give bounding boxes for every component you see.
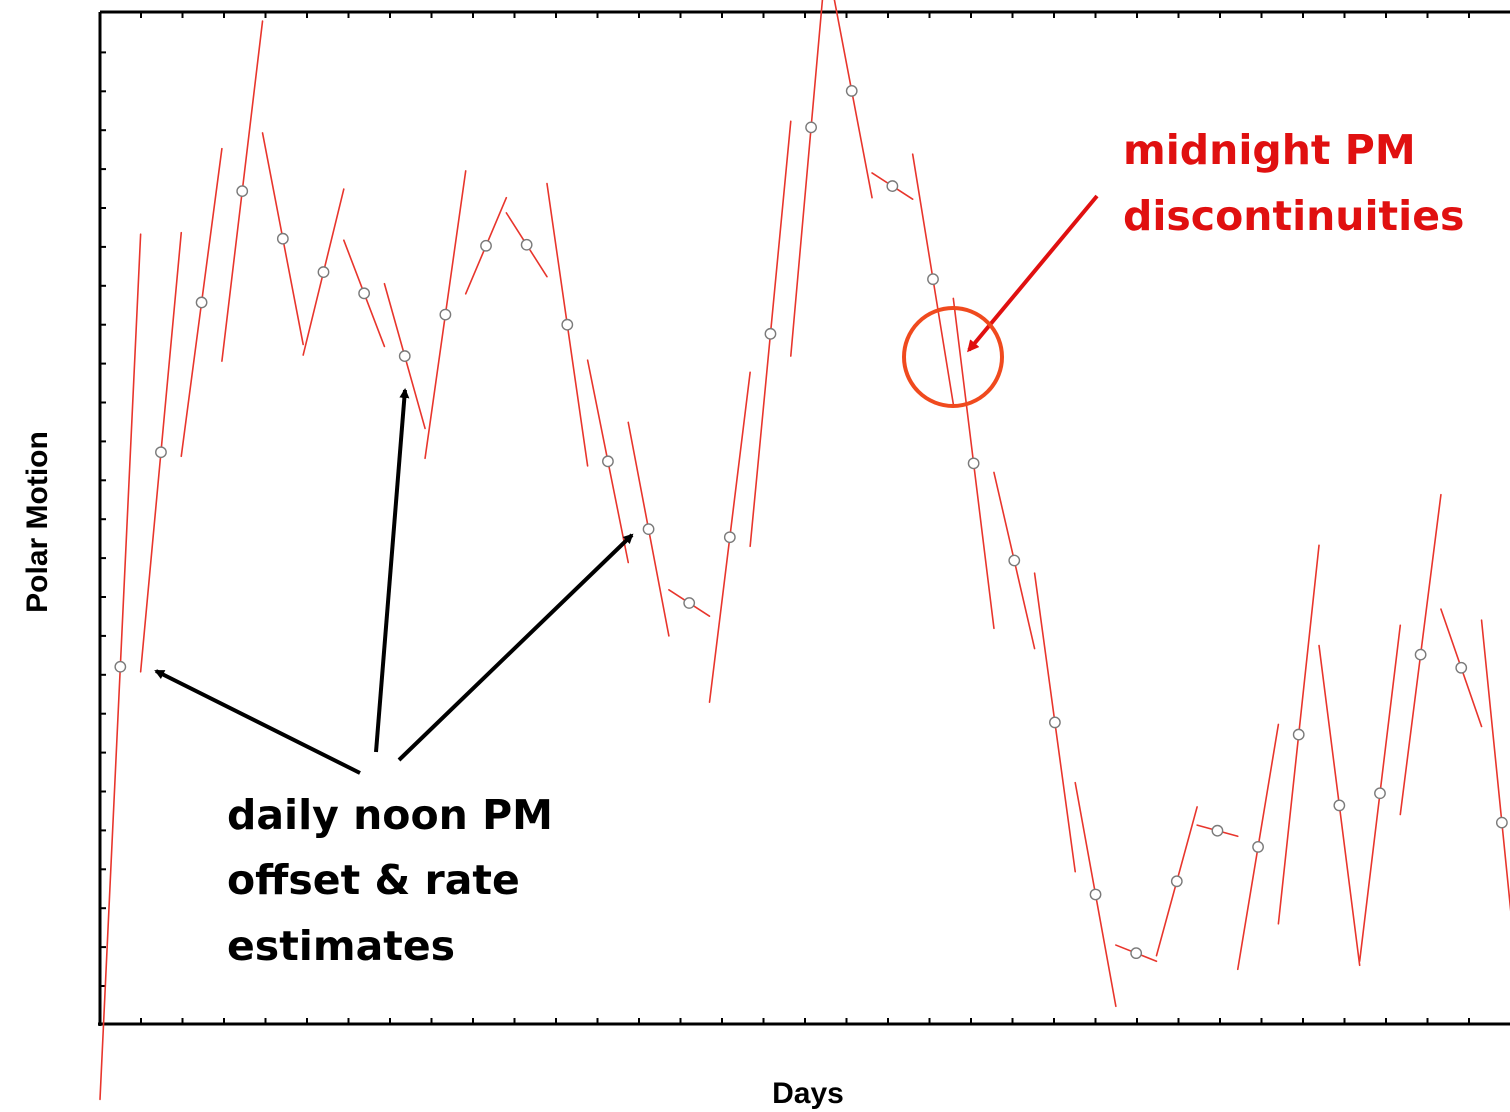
y-axis-title: Polar Motion (21, 431, 54, 613)
noon-estimate-marker (1211, 824, 1224, 837)
noon-estimate-marker (886, 180, 899, 192)
noon-estimate-marker (520, 238, 533, 251)
noon-estimate-marker (723, 531, 736, 544)
rate-segment (789, 0, 824, 357)
noon-estimate-marker (236, 185, 249, 198)
noon-estimate-marker (805, 121, 817, 134)
x-axis-title: Days (772, 1077, 844, 1110)
noon-annotation: daily noon PM offset & rate estimates (154, 388, 634, 970)
noon-estimate-marker (845, 85, 858, 97)
noon-estimate-marker (1495, 816, 1508, 829)
noon-estimate-marker (1455, 661, 1468, 674)
noon-estimate-marker (358, 287, 371, 300)
midnight-annotation-line-2: discontinuities (1123, 192, 1464, 240)
noon-estimate-marker (1252, 841, 1264, 853)
noon-arrow-2 (374, 388, 410, 753)
noon-annotation-line-3: estimates (227, 922, 455, 970)
noon-annotation-line-2: offset & rate (227, 856, 520, 904)
noon-estimate-marker (317, 266, 330, 278)
noon-estimate-marker (1414, 648, 1427, 661)
noon-estimate-marker (927, 273, 939, 286)
noon-estimate-marker (398, 350, 411, 362)
noon-estimate-marker (642, 523, 655, 536)
noon-estimate-marker (1374, 787, 1386, 800)
noon-estimate-marker (1130, 947, 1143, 960)
noon-arrow-3 (397, 533, 634, 762)
noon-estimate-marker (439, 308, 452, 321)
noon-arrow-1 (154, 669, 361, 775)
noon-estimate-marker (114, 660, 127, 673)
noon-estimate-marker (1292, 728, 1305, 741)
noon-estimate-marker (480, 239, 492, 252)
noon-estimate-marker (1089, 888, 1102, 901)
rate-segment (833, 0, 873, 199)
noon-estimate-marker (195, 296, 208, 309)
noon-markers (114, 85, 1508, 960)
noon-estimate-marker (1170, 875, 1183, 888)
noon-estimate-marker (155, 446, 167, 459)
noon-estimate-marker (276, 232, 289, 245)
noon-estimate-marker (1333, 799, 1346, 812)
noon-estimate-marker (561, 318, 574, 331)
noon-estimate-marker (1048, 716, 1061, 729)
axis-ticks (100, 12, 1470, 1024)
noon-estimate-marker (683, 597, 696, 609)
noon-estimate-marker (764, 327, 777, 340)
noon-estimate-marker (602, 455, 614, 468)
discontinuity-highlight-circle (902, 306, 1004, 408)
noon-estimate-marker (967, 457, 980, 470)
midnight-annotation: midnight PM discontinuities (902, 126, 1464, 408)
noon-annotation-line-1: daily noon PM (227, 791, 553, 839)
midnight-annotation-line-1: midnight PM (1123, 126, 1416, 174)
midnight-arrow (967, 194, 1099, 353)
noon-estimate-marker (1008, 554, 1021, 567)
